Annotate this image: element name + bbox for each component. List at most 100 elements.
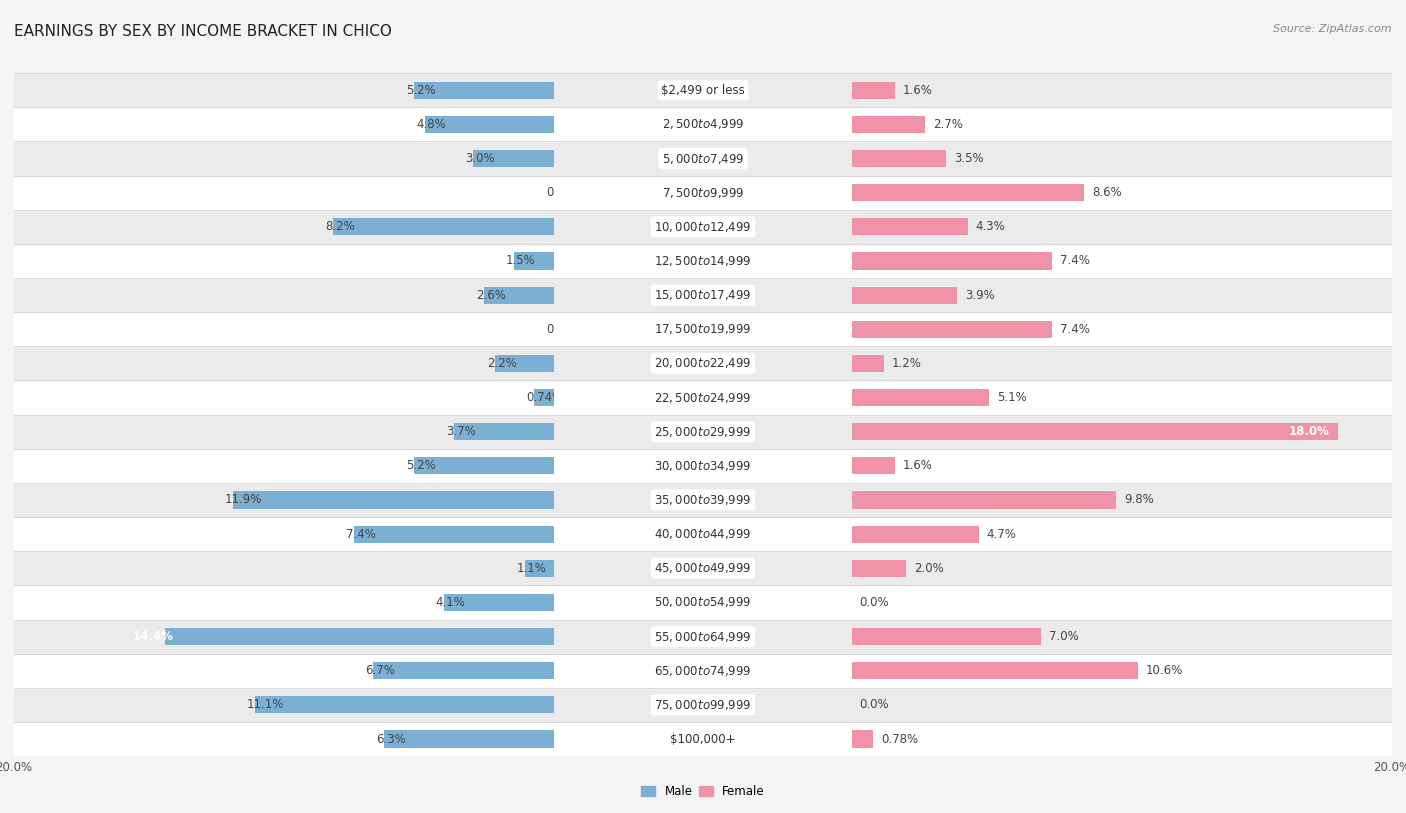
Bar <box>852 662 1137 680</box>
Bar <box>554 722 852 756</box>
Text: EARNINGS BY SEX BY INCOME BRACKET IN CHICO: EARNINGS BY SEX BY INCOME BRACKET IN CHI… <box>14 24 392 39</box>
Text: 2.7%: 2.7% <box>932 118 963 131</box>
Bar <box>554 449 852 483</box>
Bar <box>554 346 852 380</box>
Text: $5,000 to $7,499: $5,000 to $7,499 <box>662 151 744 166</box>
Text: 4.8%: 4.8% <box>416 118 446 131</box>
Bar <box>852 620 1392 654</box>
Text: $55,000 to $64,999: $55,000 to $64,999 <box>654 629 752 644</box>
Bar <box>852 423 1339 440</box>
Bar <box>454 423 554 440</box>
Bar <box>354 526 554 543</box>
Bar <box>852 185 1084 202</box>
Bar <box>852 517 1392 551</box>
Text: $100,000+: $100,000+ <box>671 733 735 746</box>
Bar <box>554 517 852 551</box>
Bar <box>852 457 894 475</box>
Text: 4.7%: 4.7% <box>987 528 1017 541</box>
Bar <box>852 551 1392 585</box>
Bar <box>554 483 852 517</box>
Text: $10,000 to $12,499: $10,000 to $12,499 <box>654 220 752 234</box>
Bar <box>852 654 1392 688</box>
Text: $25,000 to $29,999: $25,000 to $29,999 <box>654 424 752 439</box>
Bar <box>233 491 554 509</box>
Bar <box>554 654 852 688</box>
Bar <box>852 415 1392 449</box>
Bar <box>852 628 1040 646</box>
Text: 3.7%: 3.7% <box>446 425 477 438</box>
Bar <box>333 219 554 236</box>
Bar <box>852 73 1392 107</box>
Bar <box>554 107 852 141</box>
Text: 8.6%: 8.6% <box>1092 186 1122 199</box>
Text: 1.1%: 1.1% <box>516 562 547 575</box>
Text: $75,000 to $99,999: $75,000 to $99,999 <box>654 698 752 712</box>
Text: 7.4%: 7.4% <box>1060 323 1090 336</box>
Bar <box>14 654 554 688</box>
Text: 2.6%: 2.6% <box>477 289 506 302</box>
Text: 18.0%: 18.0% <box>1289 425 1330 438</box>
Bar <box>14 346 554 380</box>
Bar <box>852 141 1392 176</box>
Bar <box>14 312 554 346</box>
Bar <box>852 176 1392 210</box>
Text: 3.9%: 3.9% <box>965 289 995 302</box>
Bar <box>554 176 852 210</box>
Text: $17,500 to $19,999: $17,500 to $19,999 <box>654 322 752 337</box>
Bar <box>413 457 554 475</box>
Text: 7.4%: 7.4% <box>1060 254 1090 267</box>
Bar <box>384 731 554 748</box>
Text: $45,000 to $49,999: $45,000 to $49,999 <box>654 561 752 576</box>
Text: 0.0%: 0.0% <box>547 186 576 199</box>
Bar <box>852 491 1116 509</box>
Text: 0.0%: 0.0% <box>859 698 890 711</box>
Text: 9.8%: 9.8% <box>1125 493 1154 506</box>
Bar <box>852 219 967 236</box>
Bar <box>14 244 554 278</box>
Text: $15,000 to $17,499: $15,000 to $17,499 <box>654 288 752 302</box>
Text: 1.6%: 1.6% <box>903 459 932 472</box>
Text: $2,500 to $4,999: $2,500 to $4,999 <box>662 117 744 132</box>
Bar <box>14 141 554 176</box>
Text: $22,500 to $24,999: $22,500 to $24,999 <box>654 390 752 405</box>
Bar <box>524 560 554 577</box>
Bar <box>14 176 554 210</box>
Bar <box>413 82 554 98</box>
Text: $40,000 to $44,999: $40,000 to $44,999 <box>654 527 752 541</box>
Bar <box>425 116 554 133</box>
Bar <box>852 210 1392 244</box>
Bar <box>852 722 1392 756</box>
Text: 0.0%: 0.0% <box>547 323 576 336</box>
Bar <box>852 116 925 133</box>
Bar <box>254 696 554 714</box>
Bar <box>513 252 554 270</box>
Text: 1.6%: 1.6% <box>903 84 932 97</box>
Bar <box>852 346 1392 380</box>
Bar <box>852 252 1052 270</box>
Bar <box>852 278 1392 312</box>
Text: $7,500 to $9,999: $7,500 to $9,999 <box>662 185 744 200</box>
Text: 1.5%: 1.5% <box>506 254 536 267</box>
Bar <box>554 210 852 244</box>
Text: $12,500 to $14,999: $12,500 to $14,999 <box>654 254 752 268</box>
Text: 5.2%: 5.2% <box>406 84 436 97</box>
Bar <box>14 688 554 722</box>
Bar <box>852 560 905 577</box>
Text: $50,000 to $54,999: $50,000 to $54,999 <box>654 595 752 610</box>
Text: 4.3%: 4.3% <box>976 220 1005 233</box>
Bar <box>852 287 957 304</box>
Text: 7.0%: 7.0% <box>1049 630 1078 643</box>
Bar <box>554 244 852 278</box>
Bar <box>14 585 554 620</box>
Bar <box>554 312 852 346</box>
Bar <box>14 449 554 483</box>
Text: 6.7%: 6.7% <box>366 664 395 677</box>
Bar <box>554 415 852 449</box>
Bar <box>14 483 554 517</box>
Text: 0.74%: 0.74% <box>526 391 564 404</box>
Text: $65,000 to $74,999: $65,000 to $74,999 <box>654 663 752 678</box>
Text: 14.4%: 14.4% <box>132 630 173 643</box>
Bar <box>852 320 1052 338</box>
Text: 5.2%: 5.2% <box>406 459 436 472</box>
Bar <box>554 585 852 620</box>
